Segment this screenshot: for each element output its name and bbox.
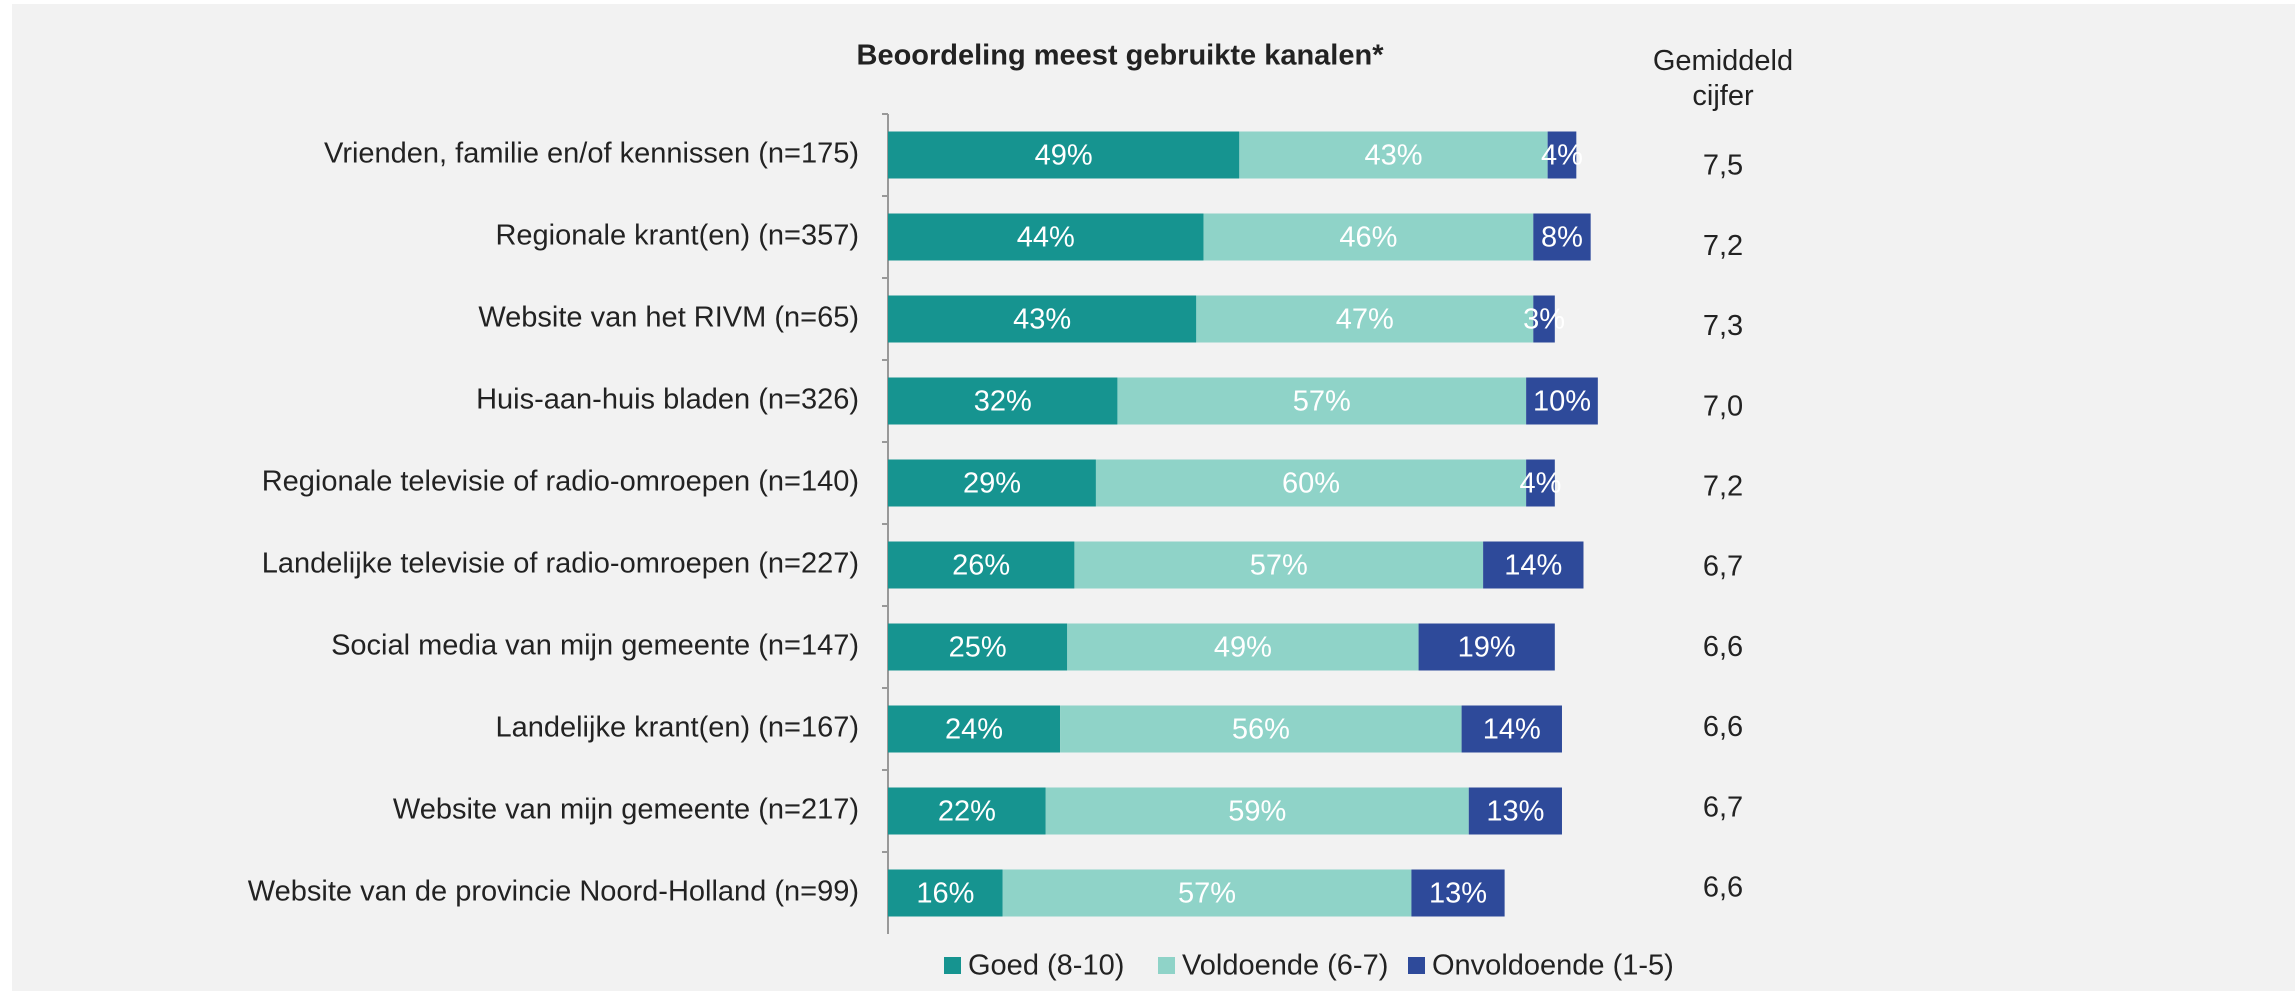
- data-label: 56%: [1232, 714, 1290, 746]
- mean-value: 7,0: [1703, 390, 1743, 422]
- y-tick-label: Landelijke televisie of radio-omroepen (…: [262, 548, 859, 580]
- bar-segment: [888, 131, 1240, 179]
- mean-value: 7,2: [1703, 230, 1743, 262]
- bar-segment: [1203, 213, 1534, 261]
- bar-segment: [1526, 377, 1598, 425]
- bar-segment: [1095, 459, 1527, 507]
- bar-segment: [888, 869, 1003, 917]
- bar-segment: [888, 705, 1061, 753]
- data-label: 14%: [1483, 714, 1541, 746]
- bar-segment: [1239, 131, 1548, 179]
- y-tick-label: Regionale televisie of radio-omroepen (n…: [262, 466, 859, 498]
- mean-value: 6,6: [1703, 631, 1743, 663]
- mean-value: 6,6: [1703, 711, 1743, 743]
- data-label: 10%: [1533, 386, 1591, 418]
- data-label: 57%: [1178, 878, 1236, 910]
- y-tick-label: Website van mijn gemeente (n=217): [393, 794, 859, 826]
- data-label: 44%: [1017, 222, 1075, 254]
- y-tick-label: Vrienden, familie en/of kennissen (n=175…: [324, 138, 859, 170]
- bar-segment: [1533, 213, 1591, 261]
- y-tick-label: Website van de provincie Noord-Holland (…: [248, 876, 859, 908]
- legend-swatch: [1158, 957, 1175, 974]
- bar-segment: [1468, 787, 1562, 835]
- data-label: 16%: [916, 878, 974, 910]
- bar-segment: [1461, 705, 1562, 753]
- data-label: 22%: [938, 796, 996, 828]
- data-label: 47%: [1336, 304, 1394, 336]
- y-tick-label: Social media van mijn gemeente (n=147): [331, 630, 859, 662]
- data-label: 46%: [1339, 222, 1397, 254]
- mean-value: 7,2: [1703, 470, 1743, 502]
- data-label: 14%: [1504, 550, 1562, 582]
- data-label: 49%: [1035, 140, 1093, 172]
- y-tick-label: Website van het RIVM (n=65): [478, 302, 859, 334]
- data-label: 24%: [945, 714, 1003, 746]
- bar-segment: [1196, 295, 1534, 343]
- mean-value: 7,3: [1703, 310, 1743, 342]
- bar-segment: [1060, 705, 1462, 753]
- bar-segment: [888, 787, 1046, 835]
- mean-value: 6,7: [1703, 551, 1743, 583]
- data-label: 49%: [1214, 632, 1272, 664]
- legend-swatch: [1408, 957, 1425, 974]
- data-label: 43%: [1364, 140, 1422, 172]
- data-label: 4%: [1520, 468, 1562, 500]
- chart-title: Beoordeling meest gebruikte kanalen*: [857, 40, 1385, 72]
- data-label: 19%: [1458, 632, 1516, 664]
- y-tick-label: Landelijke krant(en) (n=167): [495, 712, 859, 744]
- bar-segment: [888, 459, 1096, 507]
- bar-segment: [1002, 869, 1412, 917]
- y-tick-label: Huis-aan-huis bladen (n=326): [476, 384, 859, 416]
- bar-segment: [1526, 459, 1555, 507]
- data-label: 57%: [1293, 386, 1351, 418]
- data-label: 59%: [1228, 796, 1286, 828]
- legend-swatch: [944, 957, 961, 974]
- data-label: 26%: [952, 550, 1010, 582]
- data-label: 8%: [1541, 222, 1583, 254]
- mean-value: 6,7: [1703, 791, 1743, 823]
- bar-segment: [888, 541, 1075, 589]
- mean-title: Gemiddeld cijfer: [1652, 45, 1794, 112]
- data-label: 3%: [1523, 304, 1565, 336]
- mean-value: 7,5: [1703, 150, 1743, 182]
- data-label: 60%: [1282, 468, 1340, 500]
- data-label: 25%: [949, 632, 1007, 664]
- bar-segment: [1547, 131, 1577, 179]
- data-label: 32%: [974, 386, 1032, 418]
- legend-label: Onvoldoende (1-5): [1432, 950, 1674, 982]
- bar-segment: [1074, 541, 1484, 589]
- bar-segment: [1533, 295, 1555, 343]
- bar-segment: [1483, 541, 1584, 589]
- y-tick-label: Regionale krant(en) (n=357): [495, 220, 859, 252]
- data-label: 13%: [1429, 878, 1487, 910]
- data-label: 4%: [1541, 140, 1583, 172]
- bar-segment: [888, 623, 1068, 671]
- legend-label: Goed (8-10): [968, 950, 1124, 982]
- bar-segment: [888, 377, 1118, 425]
- bar-segment: [1045, 787, 1469, 835]
- bar-segment: [1117, 377, 1527, 425]
- bar-segment: [1418, 623, 1555, 671]
- bar-segment: [1411, 869, 1505, 917]
- data-label: 29%: [963, 468, 1021, 500]
- data-label: 43%: [1013, 304, 1071, 336]
- mean-value: 6,6: [1703, 871, 1743, 903]
- bar-segment: [888, 295, 1197, 343]
- data-label: 57%: [1250, 550, 1308, 582]
- bar-segment: [888, 213, 1204, 261]
- legend-label: Voldoende (6-7): [1182, 950, 1388, 982]
- bar-segment: [1067, 623, 1419, 671]
- data-label: 13%: [1486, 796, 1544, 828]
